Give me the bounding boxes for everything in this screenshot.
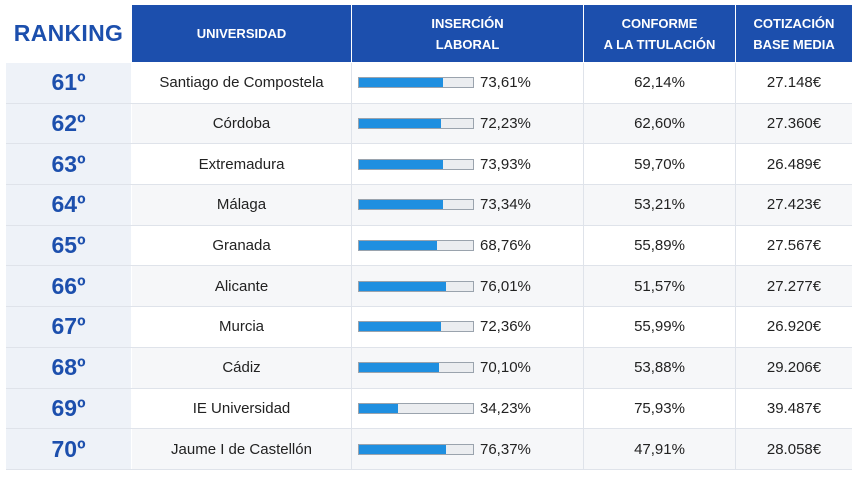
- insercion-cell: 76,37%: [352, 429, 584, 469]
- cotizacion-cell: 26.920€: [766, 318, 822, 336]
- ranking-table: RANKING UNIVERSIDAD INSERCIÓN LABORAL CO…: [6, 5, 852, 470]
- header-conforme-titulacion: CONFORME A LA TITULACIÓN: [584, 5, 736, 62]
- conforme-cell: 62,60%: [584, 103, 736, 144]
- conforme-cell: 51,57%: [584, 266, 736, 307]
- insercion-bar-fill: [359, 444, 447, 454]
- cotizacion-cell: 27.423€: [736, 185, 852, 225]
- conforme-cell: 55,99%: [584, 307, 736, 347]
- insercion-bar: [358, 118, 474, 130]
- header-universidad: UNIVERSIDAD: [132, 5, 352, 62]
- rank-cell: 70º: [6, 429, 132, 469]
- conforme-cell: 75,93%: [584, 388, 736, 429]
- insercion-bar: [358, 280, 474, 292]
- universidad-cell: Córdoba: [132, 103, 352, 144]
- insercion-cell: 73,93%: [352, 144, 584, 185]
- universidad-cell: Granada: [132, 225, 352, 266]
- insercion-bar-fill: [359, 363, 439, 373]
- universidad-cell: IE Universidad: [132, 388, 352, 429]
- rank-cell: 69º: [6, 388, 132, 429]
- rank-cell: 66º: [6, 266, 132, 307]
- table-row: 66º Alicante 76,01% 51,57% 27.277€: [6, 266, 852, 308]
- conforme-cell: 53,21%: [584, 185, 736, 225]
- insercion-bar: [358, 158, 474, 170]
- conforme-cell: 47,91%: [584, 429, 736, 469]
- table-row: 65º Granada 68,76% 55,89% 27.567€: [6, 225, 852, 267]
- insercion-value: 73,93%: [480, 155, 531, 173]
- insercion-value: 73,34%: [480, 196, 531, 214]
- universidad-cell: Extremadura: [132, 144, 352, 185]
- insercion-cell: 73,34%: [352, 185, 584, 225]
- insercion-bar-fill: [359, 119, 442, 129]
- cotizacion-cell: 39.487€: [766, 399, 822, 417]
- insercion-bar-fill: [359, 78, 443, 88]
- cotizacion-cell: 27.360€: [736, 103, 852, 144]
- cotizacion-cell: 27.148€: [766, 74, 822, 92]
- insercion-value: 70,10%: [480, 359, 531, 377]
- cotizacion-cell: 27.277€: [736, 266, 852, 307]
- header-cotizacion-base-media: COTIZACIÓN BASE MEDIA: [736, 5, 852, 62]
- conforme-cell: 62,14%: [584, 63, 736, 103]
- insercion-bar: [358, 362, 474, 374]
- insercion-bar: [358, 443, 474, 455]
- insercion-cell: 34,23%: [352, 388, 584, 429]
- insercion-bar: [358, 321, 474, 333]
- insercion-value: 76,37%: [480, 440, 531, 458]
- cotizacion-cell: 26.489€: [766, 155, 822, 173]
- rank-cell: 68º: [6, 347, 132, 388]
- insercion-value: 72,36%: [480, 318, 531, 336]
- insercion-bar: [358, 240, 474, 252]
- universidad-cell: Murcia: [132, 307, 352, 347]
- insercion-cell: 68,76%: [352, 225, 584, 266]
- header-insercion-laboral: INSERCIÓN LABORAL: [352, 5, 584, 62]
- insercion-value: 73,61%: [480, 74, 531, 92]
- insercion-bar-fill: [359, 322, 442, 332]
- table-row: 62º Córdoba 72,23% 62,60% 27.360€: [6, 103, 852, 145]
- cotizacion-cell: 28.058€: [736, 429, 852, 469]
- insercion-value: 76,01%: [480, 277, 531, 295]
- table-row: 70º Jaume I de Castellón 76,37% 47,91% 28.05…: [6, 429, 852, 470]
- insercion-bar-fill: [359, 159, 444, 169]
- universidad-cell: Cádiz: [132, 347, 352, 388]
- conforme-cell: 55,89%: [584, 225, 736, 266]
- rank-cell: 63º: [6, 144, 132, 185]
- insercion-bar-fill: [359, 200, 443, 210]
- rank-cell: 64º: [6, 185, 132, 225]
- table-row: 69º IE Universidad 34,23% 75,93% 39.487€: [6, 388, 852, 430]
- table-row: 67º Murcia 72,36% 55,99% 26.920€: [6, 307, 852, 348]
- table-row: 61º Santiago de Compostela 73,61% 62,14% 27.…: [6, 63, 852, 104]
- insercion-bar-fill: [359, 403, 399, 413]
- insercion-cell: 72,36%: [352, 307, 584, 347]
- table-body: 61º Santiago de Compostela 73,61% 62,14% 27.…: [6, 63, 852, 470]
- cotizacion-cell: 27.567€: [766, 237, 822, 255]
- table-row: 68º Cádiz 70,10% 53,88% 29.206€: [6, 347, 852, 389]
- insercion-bar-fill: [359, 281, 446, 291]
- insercion-cell: 70,10%: [352, 347, 584, 388]
- rank-cell: 61º: [6, 63, 132, 103]
- universidad-cell: Jaume I de Castellón: [132, 429, 352, 469]
- header-row: RANKING UNIVERSIDAD INSERCIÓN LABORAL CO…: [6, 5, 852, 62]
- universidad-cell: Alicante: [132, 266, 352, 307]
- insercion-bar: [358, 199, 474, 211]
- insercion-value: 72,23%: [480, 115, 531, 133]
- insercion-bar: [358, 77, 474, 89]
- insercion-cell: 76,01%: [352, 266, 584, 307]
- insercion-bar-fill: [359, 241, 438, 251]
- insercion-value: 68,76%: [480, 237, 531, 255]
- insercion-cell: 73,61%: [352, 63, 584, 103]
- conforme-cell: 59,70%: [584, 144, 736, 185]
- table-row: 64º Málaga 73,34% 53,21% 27.423€: [6, 185, 852, 226]
- rank-cell: 62º: [6, 103, 132, 144]
- rank-cell: 65º: [6, 225, 132, 266]
- rank-cell: 67º: [6, 307, 132, 347]
- conforme-cell: 53,88%: [584, 347, 736, 388]
- table-row: 63º Extremadura 73,93% 59,70% 26.489€: [6, 144, 852, 186]
- cotizacion-cell: 29.206€: [736, 347, 852, 388]
- universidad-cell: Málaga: [132, 185, 352, 225]
- insercion-cell: 72,23%: [352, 103, 584, 144]
- insercion-value: 34,23%: [480, 399, 531, 417]
- universidad-cell: Santiago de Compostela: [132, 63, 352, 103]
- insercion-bar: [358, 402, 474, 414]
- header-ranking: RANKING: [6, 5, 132, 62]
